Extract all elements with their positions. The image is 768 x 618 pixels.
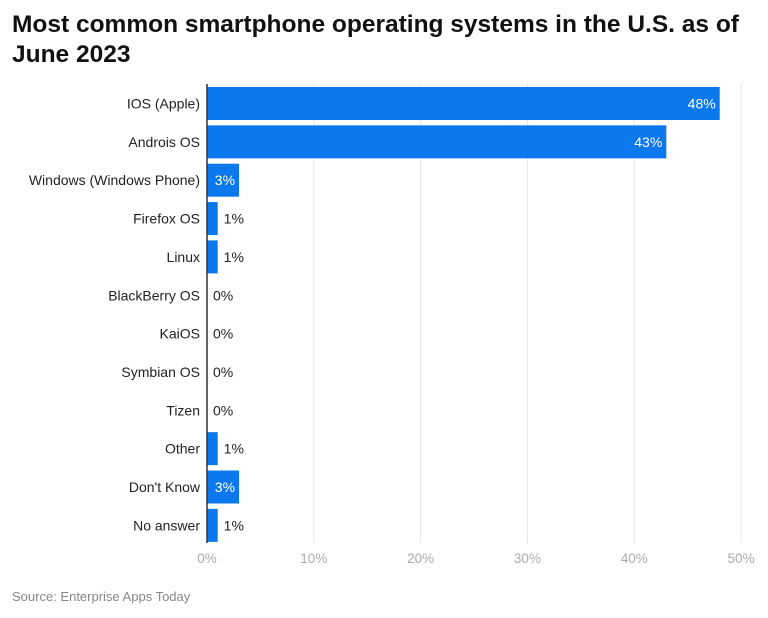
x-tick-label: 20% — [407, 551, 434, 566]
category-label: Tizen — [166, 402, 200, 418]
bar — [207, 470, 240, 504]
data-label: 3% — [215, 479, 235, 495]
category-label: KaiOS — [160, 326, 200, 342]
x-tick-label: 10% — [300, 551, 327, 566]
bar — [207, 125, 667, 159]
bar — [207, 87, 720, 120]
category-label: Linux — [167, 249, 200, 265]
bar — [207, 163, 240, 197]
category-label: Don't Know — [129, 479, 201, 495]
data-label: 0% — [213, 287, 233, 303]
x-tick-label: 0% — [197, 551, 217, 566]
data-label: 0% — [213, 402, 233, 418]
data-label: 3% — [215, 172, 235, 188]
source-note: Source: Enterprise Apps Today — [12, 589, 191, 604]
bar — [207, 508, 218, 542]
category-label: Symbian OS — [121, 364, 200, 380]
category-label: No answer — [133, 517, 200, 533]
bar — [207, 432, 218, 466]
data-label: 48% — [688, 96, 716, 112]
data-label: 1% — [224, 441, 244, 457]
data-label: 1% — [224, 249, 244, 265]
data-label: 1% — [224, 211, 244, 227]
data-label: 1% — [224, 517, 244, 533]
category-label: Firefox OS — [133, 211, 200, 227]
data-label: 0% — [213, 326, 233, 342]
data-label: 43% — [634, 134, 662, 150]
chart-title: Most common smartphone operating systems… — [12, 11, 739, 68]
x-tick-label: 50% — [728, 551, 755, 566]
category-label: Windows (Windows Phone) — [29, 172, 200, 188]
data-label: 0% — [213, 364, 233, 380]
category-label: Other — [165, 441, 200, 457]
x-tick-label: 30% — [514, 551, 541, 566]
category-label: BlackBerry OS — [108, 287, 200, 303]
category-label: IOS (Apple) — [127, 96, 200, 112]
x-tick-label: 40% — [621, 551, 648, 566]
bar — [207, 202, 218, 236]
category-label: Androis OS — [128, 134, 200, 150]
bar — [207, 240, 218, 274]
